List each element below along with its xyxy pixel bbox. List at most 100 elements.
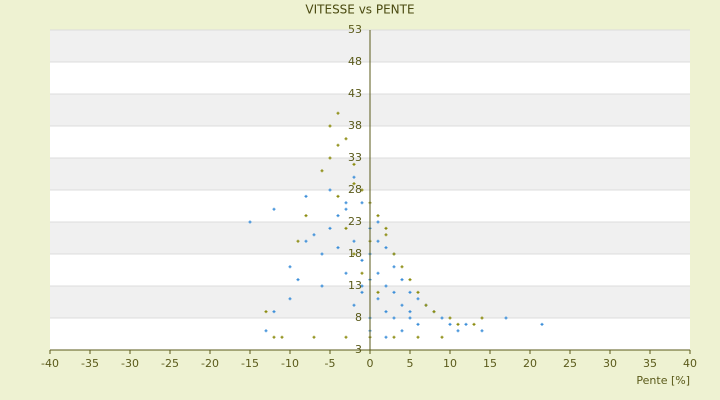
data-point <box>304 214 308 218</box>
x-tick-label: -10 <box>281 357 299 370</box>
data-point <box>344 335 348 339</box>
data-point <box>352 162 356 166</box>
x-tick-label: 35 <box>643 357 657 370</box>
data-point <box>344 207 348 211</box>
data-point <box>352 303 356 307</box>
data-point <box>344 137 348 141</box>
data-point <box>392 335 396 339</box>
data-point <box>456 329 460 333</box>
y-tick-label: 53 <box>348 23 362 36</box>
data-point <box>408 316 412 320</box>
data-point <box>440 335 444 339</box>
data-point <box>352 182 356 186</box>
data-point <box>328 124 332 128</box>
x-tick-label: 20 <box>523 357 537 370</box>
x-tick-label: 30 <box>603 357 617 370</box>
data-point <box>504 316 508 320</box>
data-point <box>376 220 380 224</box>
data-point <box>352 252 356 256</box>
data-point <box>464 322 468 326</box>
data-point <box>304 239 308 243</box>
data-point <box>336 143 340 147</box>
data-point <box>360 188 364 192</box>
x-tick-label: 15 <box>483 357 497 370</box>
data-point <box>336 111 340 115</box>
x-tick-label: -5 <box>325 357 336 370</box>
y-tick-label: 48 <box>348 55 362 68</box>
data-point <box>416 290 420 294</box>
data-point <box>456 322 460 326</box>
data-point <box>408 310 412 314</box>
data-point <box>328 156 332 160</box>
data-point <box>384 246 388 250</box>
data-point <box>248 220 252 224</box>
data-point <box>400 265 404 269</box>
data-point <box>384 310 388 314</box>
y-tick-label: 3 <box>355 343 362 356</box>
x-tick-label: 25 <box>563 357 577 370</box>
x-axis-label: Pente [%] <box>636 374 690 387</box>
y-tick-label: 8 <box>355 311 362 324</box>
data-point <box>480 329 484 333</box>
data-point <box>416 335 420 339</box>
data-point <box>408 278 412 282</box>
y-tick-label: 33 <box>348 151 362 164</box>
y-tick-label: 13 <box>348 279 362 292</box>
y-tick-label: 18 <box>348 247 362 260</box>
data-point <box>400 278 404 282</box>
x-tick-label: 40 <box>683 357 697 370</box>
y-tick-label: 23 <box>348 215 362 228</box>
data-point <box>296 278 300 282</box>
data-point <box>416 322 420 326</box>
data-point <box>408 290 412 294</box>
x-tick-label: -15 <box>241 357 259 370</box>
x-tick-label: 10 <box>443 357 457 370</box>
data-point <box>336 214 340 218</box>
data-point <box>328 188 332 192</box>
data-point <box>360 271 364 275</box>
data-point <box>280 335 284 339</box>
data-point <box>384 284 388 288</box>
data-point <box>288 265 292 269</box>
x-tick-label: -25 <box>161 357 179 370</box>
data-point <box>360 290 364 294</box>
data-point <box>272 207 276 211</box>
x-tick-label: 5 <box>407 357 414 370</box>
data-point <box>344 226 348 230</box>
data-point <box>400 329 404 333</box>
x-tick-label: -35 <box>81 357 99 370</box>
data-point <box>384 233 388 237</box>
data-point <box>416 297 420 301</box>
data-point <box>360 201 364 205</box>
data-point <box>400 303 404 307</box>
data-point <box>320 169 324 173</box>
data-point <box>320 252 324 256</box>
data-point <box>448 316 452 320</box>
data-point <box>264 329 268 333</box>
data-point <box>376 297 380 301</box>
data-point <box>352 239 356 243</box>
data-point <box>344 271 348 275</box>
data-point <box>424 303 428 307</box>
data-point <box>540 322 544 326</box>
data-point <box>328 226 332 230</box>
data-point <box>448 322 452 326</box>
y-tick-label: 38 <box>348 119 362 132</box>
data-point <box>384 226 388 230</box>
data-point <box>312 233 316 237</box>
y-tick-label: 43 <box>348 87 362 100</box>
data-point <box>376 214 380 218</box>
data-point <box>296 239 300 243</box>
data-point <box>304 194 308 198</box>
data-point <box>480 316 484 320</box>
data-point <box>264 310 268 314</box>
data-point <box>272 335 276 339</box>
data-point <box>392 252 396 256</box>
data-point <box>336 246 340 250</box>
y-tick-label: 28 <box>348 183 362 196</box>
data-point <box>392 265 396 269</box>
x-tick-label: -30 <box>121 357 139 370</box>
chart-title: VITESSE vs PENTE <box>305 3 414 17</box>
data-point <box>320 284 324 288</box>
